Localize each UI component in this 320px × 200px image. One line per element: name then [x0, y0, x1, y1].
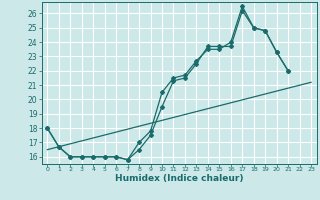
- X-axis label: Humidex (Indice chaleur): Humidex (Indice chaleur): [115, 174, 244, 183]
